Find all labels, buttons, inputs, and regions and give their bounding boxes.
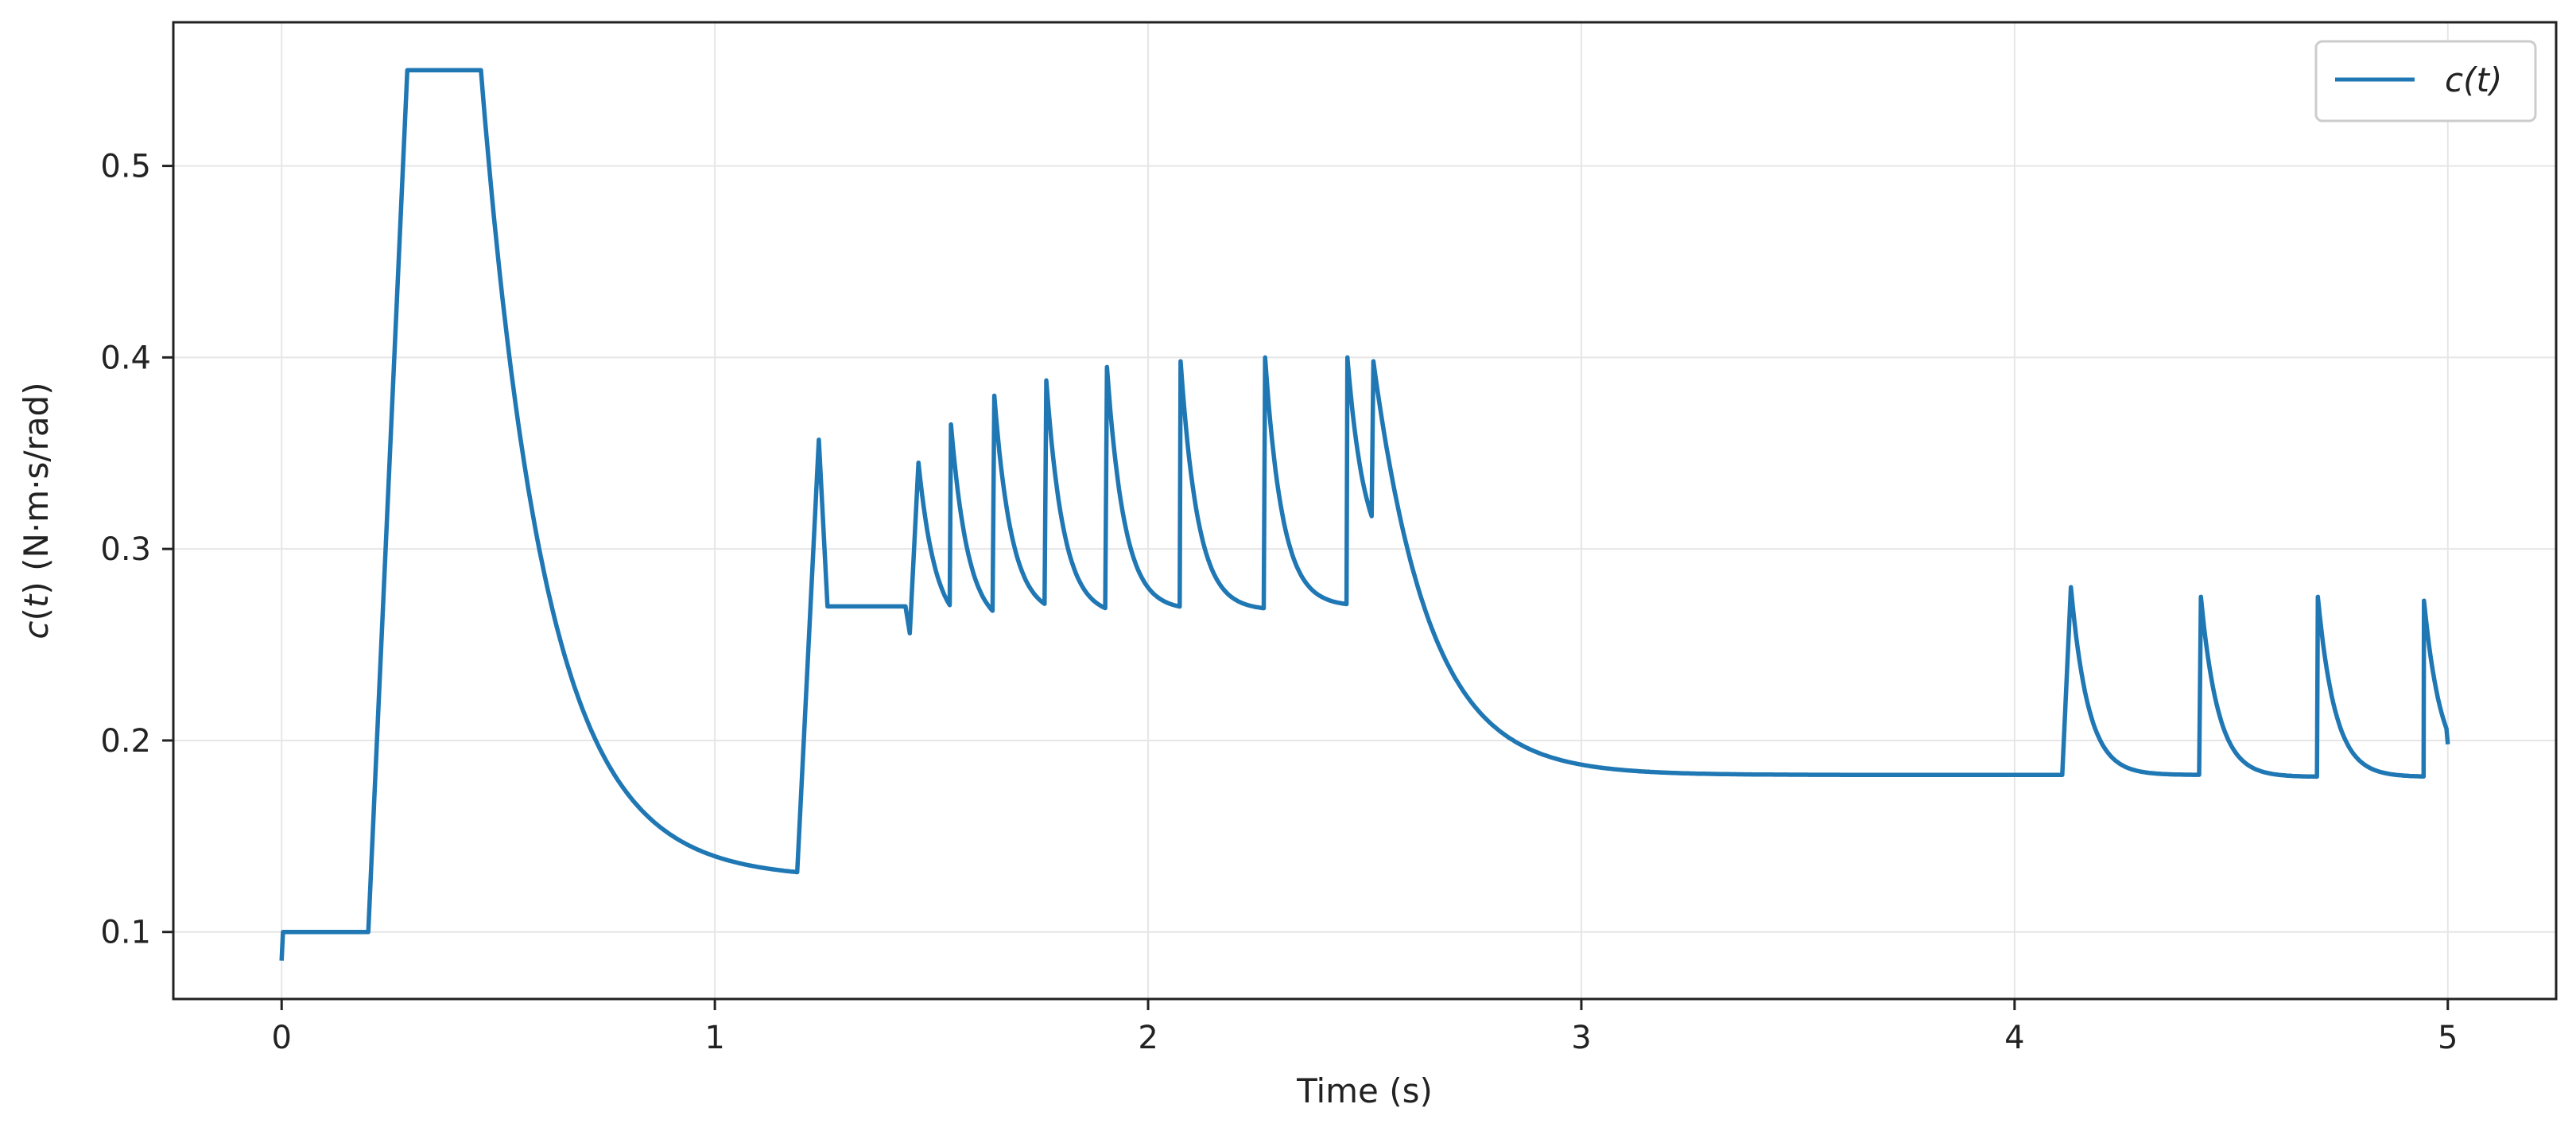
x-axis-ticks: 0 1 2 3 4 5 [272, 999, 2458, 1056]
x-tick-label: 0 [272, 1020, 292, 1056]
grid [173, 22, 2556, 999]
y-axis-ticks: 0.1 0.2 0.3 0.4 0.5 [100, 149, 173, 951]
x-tick-label: 5 [2438, 1020, 2458, 1056]
y-tick-label: 0.1 [100, 915, 151, 951]
y-tick-label: 0.5 [100, 149, 151, 185]
legend: c(t) [2314, 40, 2537, 122]
y-axis-label: c(t) (N·m·s/rad) [17, 382, 56, 639]
series-layer [279, 68, 2450, 961]
x-axis-label: Time (s) [1296, 1071, 1433, 1110]
series-line-c-t [279, 68, 2450, 961]
legend-entry-label: c(t) [2445, 60, 2502, 99]
x-tick-label: 2 [1138, 1020, 1158, 1056]
x-tick-label: 4 [2004, 1020, 2024, 1056]
legend-box [2314, 40, 2537, 122]
x-tick-label: 1 [704, 1020, 724, 1056]
y-tick-label: 0.3 [100, 531, 151, 568]
plot-frame [172, 21, 2558, 1001]
y-tick-label: 0.4 [100, 340, 151, 376]
y-tick-label: 0.2 [100, 723, 151, 760]
x-tick-label: 3 [1571, 1020, 1591, 1056]
